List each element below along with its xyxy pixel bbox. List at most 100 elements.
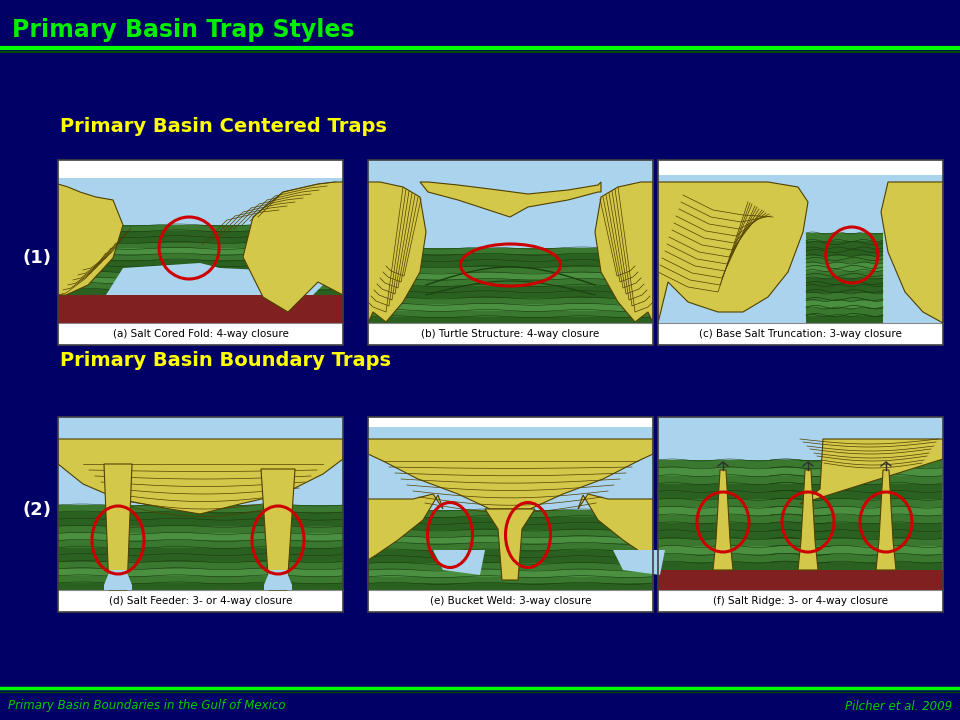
Bar bbox=[770, 523, 942, 531]
Bar bbox=[658, 531, 830, 539]
Text: Primary Basin Boundaries in the Gulf of Mexico: Primary Basin Boundaries in the Gulf of … bbox=[8, 700, 286, 713]
Bar bbox=[368, 510, 653, 517]
Bar bbox=[368, 563, 653, 570]
Bar bbox=[770, 507, 942, 515]
Bar bbox=[368, 310, 653, 317]
Bar bbox=[368, 292, 653, 298]
Bar bbox=[58, 254, 343, 260]
Bar bbox=[368, 557, 653, 563]
Bar bbox=[368, 577, 653, 583]
Bar bbox=[368, 279, 653, 286]
Bar bbox=[368, 570, 653, 577]
Bar bbox=[58, 260, 343, 266]
Bar bbox=[368, 160, 653, 345]
Bar bbox=[770, 476, 942, 484]
Polygon shape bbox=[485, 509, 535, 580]
Bar bbox=[658, 175, 943, 323]
Bar bbox=[368, 261, 653, 266]
Bar bbox=[58, 266, 343, 271]
Bar bbox=[58, 512, 343, 519]
Bar bbox=[368, 160, 653, 345]
Bar bbox=[368, 417, 653, 612]
Bar bbox=[368, 160, 653, 323]
Bar bbox=[368, 323, 653, 345]
Bar bbox=[58, 271, 343, 277]
Bar bbox=[58, 248, 343, 254]
Bar bbox=[58, 160, 343, 345]
Bar bbox=[770, 460, 942, 468]
Bar bbox=[806, 308, 883, 315]
Polygon shape bbox=[261, 469, 295, 590]
Bar bbox=[658, 492, 830, 499]
Bar bbox=[58, 554, 343, 562]
Bar bbox=[58, 583, 343, 590]
Bar bbox=[368, 583, 653, 590]
Bar bbox=[770, 554, 942, 562]
Bar bbox=[58, 237, 343, 243]
Bar bbox=[58, 569, 343, 576]
Bar bbox=[770, 492, 942, 499]
Bar bbox=[770, 468, 942, 476]
Text: Primary Basin Centered Traps: Primary Basin Centered Traps bbox=[60, 117, 387, 135]
Bar bbox=[658, 562, 830, 570]
Bar bbox=[658, 323, 943, 345]
Bar bbox=[368, 248, 653, 254]
Polygon shape bbox=[368, 439, 653, 509]
Bar bbox=[806, 240, 883, 248]
Bar bbox=[806, 286, 883, 293]
Bar bbox=[368, 254, 653, 261]
Text: Pilcher et al. 2009: Pilcher et al. 2009 bbox=[845, 700, 952, 713]
Bar bbox=[58, 547, 343, 554]
Bar bbox=[368, 536, 653, 544]
Text: (d) Salt Feeder: 3- or 4-way closure: (d) Salt Feeder: 3- or 4-way closure bbox=[108, 596, 292, 606]
Bar bbox=[770, 562, 942, 570]
Text: (b) Turtle Structure: 4-way closure: (b) Turtle Structure: 4-way closure bbox=[421, 329, 600, 339]
Bar bbox=[58, 231, 343, 237]
Bar bbox=[770, 539, 942, 546]
Bar bbox=[58, 534, 343, 541]
Bar bbox=[58, 295, 343, 323]
Bar bbox=[368, 286, 653, 292]
Bar bbox=[58, 519, 343, 526]
Bar bbox=[58, 178, 343, 323]
Bar bbox=[658, 417, 943, 612]
Polygon shape bbox=[104, 464, 132, 590]
Text: (e) Bucket Weld: 3-way closure: (e) Bucket Weld: 3-way closure bbox=[430, 596, 591, 606]
Polygon shape bbox=[876, 470, 896, 570]
Bar bbox=[58, 562, 343, 569]
Bar bbox=[368, 550, 653, 557]
Polygon shape bbox=[104, 570, 132, 590]
Polygon shape bbox=[58, 439, 343, 514]
Bar bbox=[658, 182, 943, 197]
Polygon shape bbox=[106, 263, 328, 295]
Polygon shape bbox=[368, 182, 426, 323]
Bar bbox=[368, 517, 653, 523]
Polygon shape bbox=[368, 494, 443, 590]
Bar bbox=[58, 505, 343, 512]
Bar bbox=[58, 417, 343, 612]
Bar bbox=[58, 541, 343, 547]
Bar bbox=[368, 417, 653, 612]
Bar bbox=[368, 273, 653, 279]
Bar bbox=[368, 523, 653, 530]
Text: (1): (1) bbox=[22, 249, 51, 267]
Bar bbox=[806, 315, 883, 323]
Bar bbox=[58, 417, 343, 612]
Bar bbox=[806, 248, 883, 256]
Bar bbox=[58, 225, 343, 231]
Bar bbox=[658, 539, 830, 546]
Bar bbox=[368, 544, 653, 550]
Bar bbox=[368, 298, 653, 305]
Bar bbox=[658, 484, 830, 492]
Bar bbox=[58, 323, 343, 345]
Text: (a) Salt Cored Fold: 4-way closure: (a) Salt Cored Fold: 4-way closure bbox=[112, 329, 288, 339]
Polygon shape bbox=[243, 182, 343, 312]
Bar bbox=[368, 530, 653, 536]
Polygon shape bbox=[881, 182, 943, 323]
Polygon shape bbox=[420, 182, 601, 217]
Bar bbox=[58, 284, 343, 289]
Bar bbox=[658, 515, 830, 523]
Bar bbox=[806, 293, 883, 300]
Text: (f) Salt Ridge: 3- or 4-way closure: (f) Salt Ridge: 3- or 4-way closure bbox=[713, 596, 888, 606]
Bar bbox=[658, 417, 943, 590]
